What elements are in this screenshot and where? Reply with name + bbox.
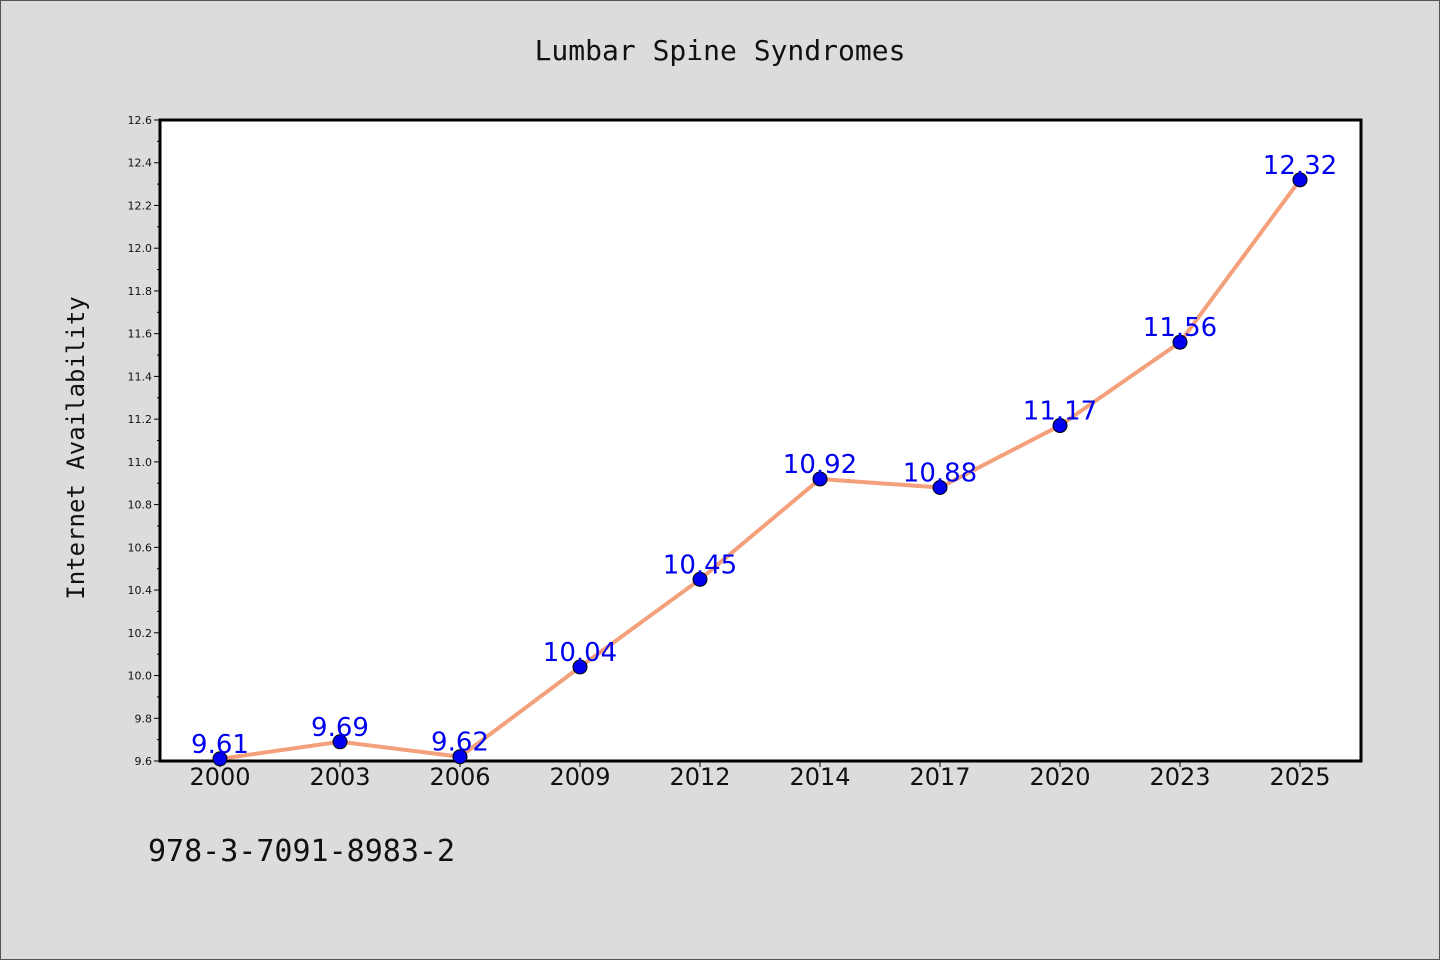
series-line	[218, 177, 1302, 761]
data-label: 9.61	[191, 730, 249, 760]
data-label: 9.69	[311, 713, 369, 743]
data-label: 11.56	[1143, 313, 1217, 343]
y-tick-label: 10.8	[128, 499, 153, 512]
x-tick-label: 2000	[189, 763, 250, 791]
y-tick-label: 9.8	[135, 712, 153, 725]
y-tick-label: 11.8	[128, 285, 153, 298]
data-label: 10.04	[543, 638, 617, 668]
y-tick-label: 11.2	[128, 413, 153, 426]
y-tick-label: 11.6	[128, 328, 153, 341]
x-tick-label: 2023	[1149, 763, 1210, 791]
x-tick-label: 2014	[789, 763, 850, 791]
x-tick-label: 2009	[549, 763, 610, 791]
y-tick-label: 10.4	[128, 584, 153, 597]
y-tick-label: 12.4	[128, 157, 153, 170]
y-tick-label: 10.2	[128, 627, 153, 640]
data-point	[1172, 334, 1188, 350]
y-tick-label: 9.6	[135, 755, 153, 768]
data-point	[1292, 172, 1308, 188]
data-point	[1052, 418, 1068, 434]
data-point	[452, 749, 468, 765]
x-tick-label: 2006	[429, 763, 490, 791]
data-point	[932, 480, 948, 496]
y-tick-label: 11.0	[128, 456, 153, 469]
x-tick-label: 2003	[309, 763, 370, 791]
y-tick-label: 11.4	[128, 370, 153, 383]
data-label: 11.17	[1023, 397, 1097, 427]
data-point	[812, 471, 828, 487]
y-tick-label: 12.2	[128, 199, 153, 212]
data-point	[692, 571, 708, 587]
x-tick-label: 2025	[1269, 763, 1330, 791]
data-point	[212, 751, 228, 767]
y-tick-label: 10.0	[128, 670, 153, 683]
y-tick-label: 12.0	[128, 242, 153, 255]
x-tick-label: 2017	[909, 763, 970, 791]
data-point	[572, 659, 588, 675]
plot-area	[158, 118, 1363, 763]
data-point	[332, 734, 348, 750]
data-label: 9.62	[431, 728, 489, 758]
x-tick-label: 2012	[669, 763, 730, 791]
chart-title: Lumbar Spine Syndromes	[534, 34, 906, 67]
x-tick-label: 2020	[1029, 763, 1090, 791]
y-tick-label: 10.6	[128, 541, 153, 554]
data-label: 10.88	[903, 459, 977, 489]
isbn-code: 978-3-7091-8983-2	[148, 834, 456, 869]
data-label: 10.45	[663, 550, 737, 580]
y-tick-label: 12.6	[128, 114, 153, 127]
data-label: 10.92	[783, 450, 857, 480]
data-label: 12.32	[1263, 151, 1337, 181]
